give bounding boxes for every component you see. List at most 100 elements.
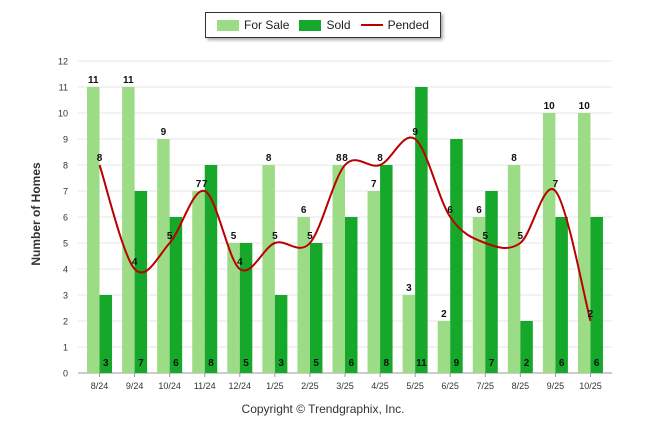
x-tick-label: 9/24 xyxy=(126,381,144,391)
y-tick-label: 11 xyxy=(59,83,68,93)
x-tick-label: 7/25 xyxy=(477,381,495,391)
data-label-pended: 8 xyxy=(342,153,348,164)
data-label-pended: 6 xyxy=(447,205,453,216)
data-label-for-sale: 10 xyxy=(544,101,556,112)
data-label-sold: 8 xyxy=(384,358,390,369)
bar-for-sale xyxy=(332,165,345,373)
data-label-pended: 8 xyxy=(97,153,103,164)
legend-label-sold: Sold xyxy=(326,18,351,32)
y-tick-label: 1 xyxy=(63,343,68,353)
y-tick-label: 8 xyxy=(63,161,68,171)
y-axis-label: Number of Homes xyxy=(29,162,43,266)
bar-for-sale xyxy=(262,165,275,373)
x-tick-label: 1/25 xyxy=(266,381,284,391)
data-label-for-sale: 8 xyxy=(511,153,517,164)
y-tick-label: 3 xyxy=(63,291,68,301)
data-label-sold: 11 xyxy=(416,358,427,369)
x-tick-label: 4/25 xyxy=(371,381,389,391)
data-label-pended: 4 xyxy=(237,257,243,268)
bar-sold xyxy=(169,217,183,373)
legend-label-for-sale: For Sale xyxy=(244,18,290,32)
data-label-for-sale: 6 xyxy=(301,205,307,216)
data-labels: 11 3 11 7 9 6 7 8 5 5 8 3 6 5 8 6 7 8 3 11 2 9 6 7 8 2 10 6 10 6 8 4 5 7 4… xyxy=(88,75,600,369)
legend-item-for-sale[interactable]: For Sale xyxy=(217,18,289,32)
legend-label-pended: Pended xyxy=(387,18,429,32)
legend-swatch-sold xyxy=(299,19,322,31)
legend-swatch-for-sale xyxy=(217,19,240,31)
copyright: Copyright © Trendgraphix, Inc. xyxy=(241,402,405,416)
bar-sold xyxy=(274,295,288,373)
data-label-sold: 3 xyxy=(278,358,284,369)
x-tick-label: 5/25 xyxy=(406,381,424,391)
data-label-for-sale: 6 xyxy=(476,205,482,216)
data-label-sold: 6 xyxy=(173,358,179,369)
data-label-pended: 9 xyxy=(412,127,418,138)
bar-for-sale xyxy=(297,217,310,373)
bar-sold xyxy=(239,243,253,373)
data-label-sold: 3 xyxy=(103,358,109,369)
data-label-for-sale: 10 xyxy=(579,101,591,112)
x-tick-label: 3/25 xyxy=(336,381,354,391)
data-label-for-sale: 7 xyxy=(371,179,377,190)
legend: For Sale Sold Pended xyxy=(205,12,441,38)
bar-for-sale xyxy=(227,243,240,373)
legend-item-pended[interactable]: Pended xyxy=(360,18,429,32)
data-label-sold: 7 xyxy=(138,358,144,369)
data-label-pended: 5 xyxy=(518,231,524,242)
x-tick-label: 10/25 xyxy=(579,381,602,391)
x-tick-label: 11/24 xyxy=(194,381,216,391)
data-label-sold: 6 xyxy=(559,358,565,369)
data-label-pended: 5 xyxy=(482,231,488,242)
bar-for-sale xyxy=(157,139,170,373)
data-label-sold: 6 xyxy=(594,358,600,369)
data-label-pended: 7 xyxy=(553,179,559,190)
y-tick-label: 5 xyxy=(63,239,68,249)
y-tick-label: 2 xyxy=(63,317,68,327)
data-label-pended: 8 xyxy=(377,153,383,164)
x-tick-label: 2/25 xyxy=(301,381,319,391)
data-label-for-sale: 11 xyxy=(123,75,134,86)
x-tick-label: 9/25 xyxy=(547,381,565,391)
data-label-sold: 5 xyxy=(313,358,319,369)
y-tick-label: 6 xyxy=(63,213,68,223)
y-tick-label: 9 xyxy=(63,135,68,145)
data-label-for-sale: 8 xyxy=(266,153,272,164)
bar-for-sale xyxy=(507,165,521,373)
bar-sold xyxy=(485,191,498,373)
data-label-for-sale: 8 xyxy=(336,153,342,164)
y-tick-label: 10 xyxy=(58,109,68,119)
bar-sold xyxy=(380,165,393,373)
y-tick-label: 12 xyxy=(58,57,68,67)
bar-sold xyxy=(590,217,603,373)
data-label-for-sale: 5 xyxy=(231,231,237,242)
bar-for-sale xyxy=(437,321,451,373)
bars xyxy=(87,87,603,373)
x-tick-label: 8/24 xyxy=(91,381,109,391)
data-label-sold: 7 xyxy=(489,358,495,369)
data-label-for-sale: 11 xyxy=(88,75,99,86)
bar-sold xyxy=(99,295,113,373)
bar-for-sale xyxy=(122,87,135,373)
y-tick-label: 7 xyxy=(63,187,68,197)
bar-sold xyxy=(450,139,463,373)
data-label-pended: 5 xyxy=(167,231,173,242)
bar-for-sale xyxy=(402,295,416,373)
data-label-pended: 4 xyxy=(132,257,138,268)
y-tick-label: 4 xyxy=(63,265,68,275)
bar-for-sale xyxy=(577,113,591,373)
data-label-for-sale: 9 xyxy=(161,127,167,138)
x-tick-label: 12/24 xyxy=(229,381,252,391)
bar-sold xyxy=(520,321,533,373)
data-label-sold: 6 xyxy=(348,358,354,369)
data-label-pended: 5 xyxy=(272,231,278,242)
data-label-sold: 2 xyxy=(524,358,530,369)
data-label-sold: 5 xyxy=(243,358,249,369)
data-label-for-sale: 7 xyxy=(196,179,202,190)
bar-for-sale xyxy=(87,87,100,373)
x-tick-label: 10/24 xyxy=(158,381,181,391)
bar-sold xyxy=(309,243,323,373)
x-tick-label: 8/25 xyxy=(512,381,530,391)
bar-for-sale xyxy=(472,217,486,373)
legend-item-sold[interactable]: Sold xyxy=(299,18,351,32)
